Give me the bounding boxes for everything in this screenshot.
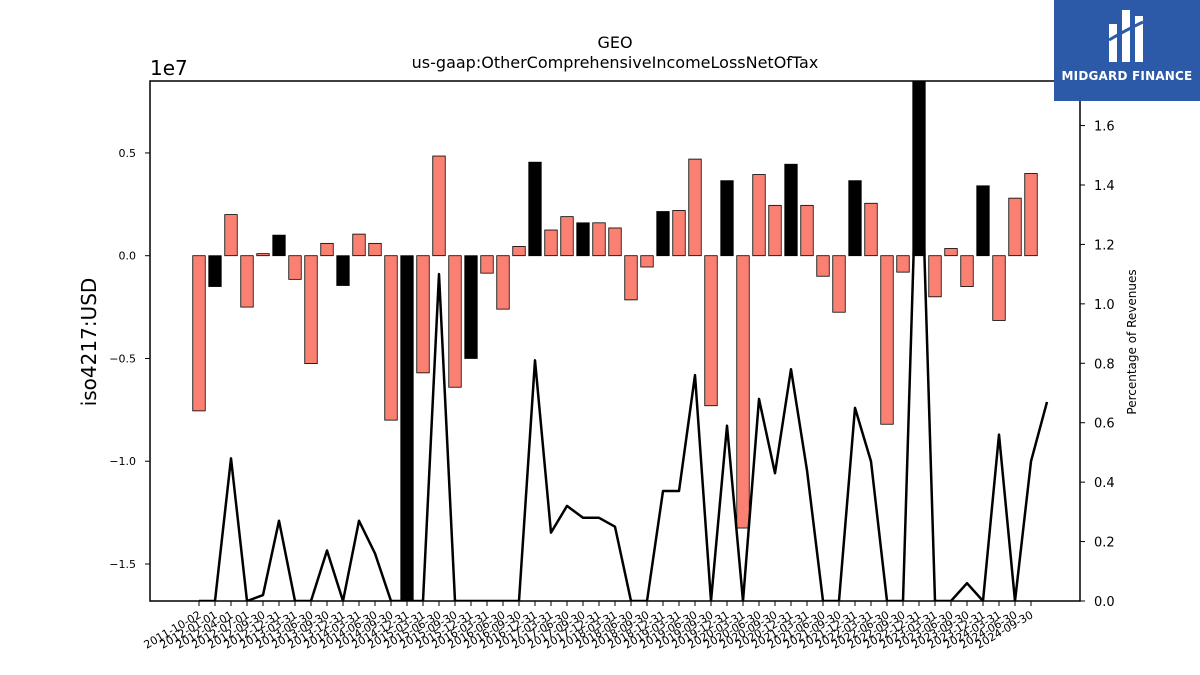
bar-2022-09-30	[896, 255, 910, 273]
y-tick-label: 0.5	[119, 147, 137, 160]
bars-group	[192, 81, 1038, 601]
y2-axis-ticks: 0.0 0.2 0.4 0.6 0.8 1.0 1.2 1.4 1.6	[1080, 120, 1115, 610]
x-axis-ticks: 2011-10-022012-01-012012-04-012012-07-01…	[142, 601, 1036, 652]
bar-2020-09-30	[768, 204, 782, 257]
bar-2017-06-30	[560, 216, 574, 257]
bar-2015-12-31	[464, 255, 478, 359]
y-tick-label: −1.5	[109, 558, 136, 571]
y-offset-label: 1e7	[150, 56, 188, 80]
bar-2012-01-01	[208, 255, 222, 287]
y-axis-label: iso4217:USD	[77, 278, 101, 407]
y2-tick-label: 0.0	[1094, 595, 1115, 610]
bar-2019-09-30	[704, 255, 718, 407]
bar-2018-03-31	[608, 227, 622, 257]
y2-tick-label: 1.4	[1094, 179, 1115, 194]
bar-2019-03-31	[672, 210, 686, 257]
y2-tick-label: 0.8	[1094, 357, 1115, 372]
bar-2024-09-30	[1024, 173, 1038, 257]
bar-2024-06-30	[1008, 197, 1022, 257]
y2-tick-label: 1.2	[1094, 238, 1115, 253]
bar-2015-06-30	[432, 155, 446, 257]
bar-2013-06-30	[304, 255, 318, 365]
bar-2021-06-30	[816, 255, 830, 277]
chart-title: GEO	[597, 33, 632, 52]
bar-2020-12-31	[784, 163, 798, 257]
bar-2017-03-31	[544, 229, 558, 257]
y-tick-label: −1.0	[109, 455, 136, 468]
y2-tick-label: 0.2	[1094, 536, 1115, 551]
y2-tick-label: 1.6	[1094, 120, 1115, 135]
bar-2023-12-31	[976, 185, 990, 257]
bar-2022-03-31	[864, 202, 878, 257]
bar-2014-06-30	[368, 242, 382, 257]
y2-axis-label: Percentage of Revenues	[1125, 269, 1139, 414]
bar-2018-09-30	[640, 255, 654, 268]
bar-2023-09-30	[960, 255, 974, 287]
bar-2015-09-30	[448, 255, 462, 388]
bar-2020-03-31	[736, 255, 750, 529]
bar-2016-06-30	[496, 255, 510, 310]
bar-2020-06-30	[752, 174, 766, 257]
bar-2016-12-31	[528, 161, 542, 257]
bar-2017-09-30	[576, 222, 590, 257]
bar-2018-12-31	[656, 211, 670, 257]
bar-2018-06-30	[624, 255, 638, 301]
y-tick-label: −0.5	[109, 352, 136, 365]
bar-2019-12-31	[720, 180, 734, 257]
plot-frame	[149, 80, 1081, 602]
bar-2012-04-01	[224, 214, 238, 257]
bar-2013-09-30	[320, 242, 334, 257]
y2-tick-label: 0.4	[1094, 476, 1115, 491]
logo-mark-icon	[1108, 10, 1144, 62]
bar-2012-07-01	[240, 255, 254, 308]
bar-2016-09-30	[512, 246, 526, 257]
bar-2023-06-30	[944, 248, 958, 257]
bar-2015-03-31	[416, 255, 430, 374]
line-group	[199, 81, 1049, 601]
bar-2016-03-31	[480, 255, 494, 274]
chart-subtitle: us-gaap:OtherComprehensiveIncomeLossNetO…	[412, 53, 819, 72]
bar-2021-03-31	[800, 204, 814, 257]
bar-2013-03-31	[288, 255, 302, 280]
percentage-line	[199, 81, 1049, 601]
bar-2013-12-31	[336, 255, 350, 286]
bar-2019-06-30	[688, 158, 702, 257]
y-tick-label: 0.0	[119, 250, 137, 263]
bar-2014-09-30	[384, 255, 398, 421]
bar-2011-10-02	[192, 255, 206, 412]
bar-2014-03-31	[352, 233, 366, 257]
y2-tick-label: 0.6	[1094, 417, 1115, 432]
bar-2024-03-31	[992, 255, 1006, 321]
y-axis-ticks: 0.5 0.0 −0.5 −1.0 −1.5	[109, 147, 150, 571]
bar-2012-09-30	[256, 253, 270, 257]
bar-2012-12-31	[272, 234, 286, 257]
bar-2017-12-31	[592, 222, 606, 257]
logo-text: MIDGARD FINANCE	[1061, 69, 1193, 83]
bar-2021-12-31	[848, 180, 862, 257]
bar-2023-03-31	[928, 255, 942, 298]
bar-2014-12-31	[400, 255, 414, 601]
bar-2022-06-30	[880, 255, 894, 425]
logo: MIDGARD FINANCE	[1054, 0, 1200, 101]
bar-2021-09-30	[832, 255, 846, 313]
y2-tick-label: 1.0	[1094, 298, 1115, 313]
